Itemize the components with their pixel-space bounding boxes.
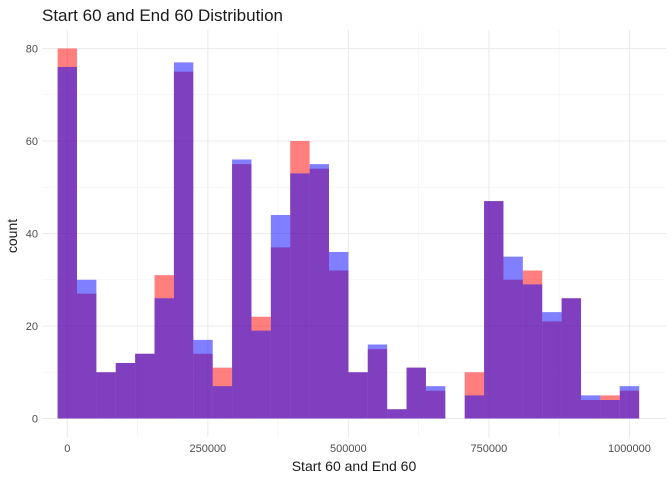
histogram-bar-series-2 <box>154 298 174 419</box>
histogram-bar-series-2 <box>464 395 485 419</box>
histogram-bar-series-2 <box>600 400 620 419</box>
x-tick-label: 250000 <box>189 443 226 455</box>
chart-title: Start 60 and End 60 Distribution <box>42 6 283 25</box>
y-tick-label: 20 <box>26 321 38 333</box>
histogram-bar-series-2 <box>561 298 581 419</box>
histogram-bar-series-2 <box>348 372 368 419</box>
x-axis-tick-labels: 0 250000 500000 750000 1000000 <box>64 443 651 455</box>
histogram-bar-series-2 <box>135 353 155 419</box>
histogram-bar-series-2 <box>173 62 194 419</box>
histogram-bar-series-2 <box>367 344 388 419</box>
histogram-bar-series-2 <box>57 67 77 419</box>
x-tick-label: 1000000 <box>608 443 651 455</box>
y-axis-title: count <box>4 219 20 253</box>
y-tick-label: 40 <box>26 229 38 241</box>
histogram-bar-series-2 <box>232 159 252 419</box>
histogram-bar-series-2 <box>522 284 543 419</box>
x-axis-title: Start 60 and End 60 <box>292 458 417 474</box>
histogram-bar-series-2 <box>270 215 291 419</box>
y-tick-label: 0 <box>32 414 38 426</box>
histogram-bar-series-2 <box>406 367 426 419</box>
x-tick-label: 500000 <box>330 443 367 455</box>
histogram-bar-series-2 <box>251 330 271 419</box>
x-tick-label: 750000 <box>471 443 508 455</box>
histogram-bar-series-2 <box>76 279 97 419</box>
y-axis-tick-labels: 0 20 40 60 80 <box>26 44 38 426</box>
y-tick-label: 80 <box>26 44 38 56</box>
histogram-bar-series-2 <box>96 372 116 419</box>
histogram-bar-series-2 <box>581 395 601 419</box>
histogram-bar-series-2 <box>503 256 523 419</box>
histogram-bar-series-2 <box>542 312 562 419</box>
histogram-bar-series-2 <box>619 386 640 419</box>
histogram-bar-series-2 <box>484 201 504 419</box>
histogram-bar-series-2 <box>290 173 310 419</box>
histogram-bar-series-2 <box>425 386 446 419</box>
histogram-bar-series-2 <box>212 386 233 419</box>
histogram-bar-series-2 <box>328 252 349 419</box>
y-tick-label: 60 <box>26 136 38 148</box>
histogram-bar-series-2 <box>387 409 407 419</box>
histogram-bar-series-2 <box>115 363 136 419</box>
x-tick-label: 0 <box>64 443 70 455</box>
histogram-bars <box>57 48 640 419</box>
histogram-bar-series-2 <box>193 339 213 419</box>
histogram-bar-series-2 <box>309 164 329 419</box>
